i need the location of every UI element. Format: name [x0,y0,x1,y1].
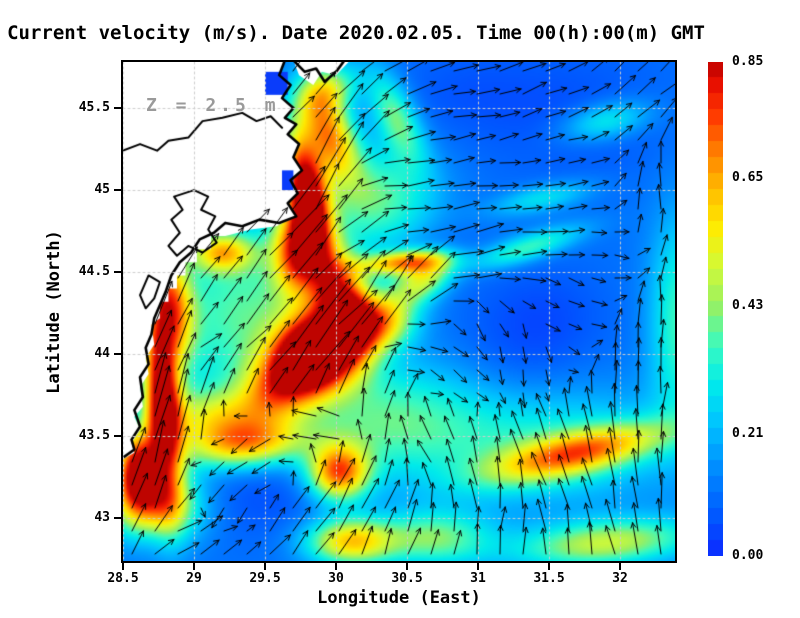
x-axis-tick-label: 29 [186,571,202,586]
y-axis-tick [114,189,121,192]
y-axis-tick [114,271,121,274]
x-axis-tick-label: 30 [328,571,344,586]
x-axis-label: Longitude (East) [317,588,481,608]
x-axis-tick [406,563,408,570]
x-axis-tick [193,563,195,570]
x-axis-tick [335,563,337,570]
colorbar-tick-label: 0.65 [732,170,764,186]
y-axis-tick-label: 45 [94,182,110,198]
y-axis-tick-label: 43 [94,510,110,526]
y-axis-tick-label: 45.5 [78,99,110,115]
x-axis-tick [264,563,266,570]
y-axis-label: Latitude (North) [44,230,64,394]
x-axis-tick [477,563,479,570]
y-axis-tick [114,106,121,109]
colorbar-tick-label: 0.00 [732,548,764,563]
plot-frame [121,60,677,563]
x-axis-tick [548,563,550,570]
depth-annotation: Z = 2.5 m [146,95,280,116]
y-axis-tick [114,353,121,356]
x-axis-tick-label: 31.5 [533,571,565,586]
y-axis-tick [114,517,121,520]
x-axis-tick-label: 32 [612,571,628,586]
x-axis-tick-label: 30.5 [391,571,423,586]
x-axis-tick [122,563,124,570]
colorbar-tick-label: 0.85 [732,54,764,69]
velocity-heatmap-quiver-canvas [123,62,675,561]
y-axis-tick-label: 44.5 [78,264,110,280]
y-axis-tick-label: 44 [94,346,110,362]
plot-title: Current velocity (m/s). Date 2020.02.05.… [7,22,705,44]
colorbar [708,62,723,556]
x-axis-tick [619,563,621,570]
y-axis-tick [114,435,121,438]
colorbar-tick-label: 0.43 [732,298,764,314]
x-axis-tick-label: 28.5 [107,571,139,586]
colorbar-tick-label: 0.21 [732,425,764,441]
x-axis-tick-label: 31 [470,571,486,586]
x-axis-tick-label: 29.5 [249,571,281,586]
y-axis-tick-label: 43.5 [78,428,110,444]
